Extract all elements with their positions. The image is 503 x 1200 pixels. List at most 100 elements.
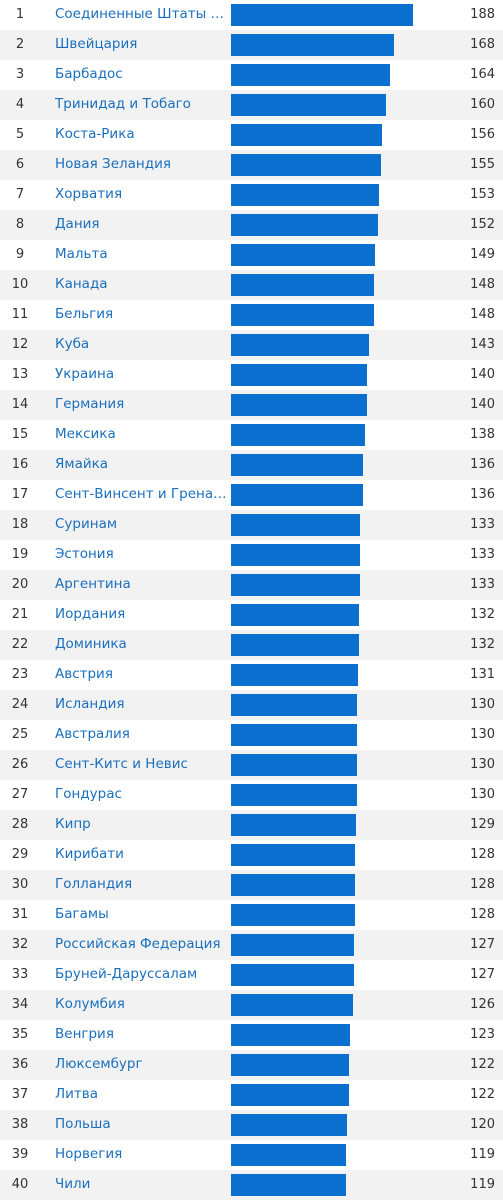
country-link[interactable]: Новая Зеландия bbox=[55, 156, 171, 172]
country-link[interactable]: Австралия bbox=[55, 726, 130, 742]
bar-mark bbox=[231, 424, 365, 446]
country-link[interactable]: Ямайка bbox=[55, 456, 109, 472]
country-link[interactable]: Эстония bbox=[55, 546, 114, 562]
bar-mark bbox=[231, 1114, 348, 1136]
rank-label: 40 bbox=[11, 1177, 29, 1192]
value-label: 164 bbox=[470, 67, 495, 82]
rank-label: 13 bbox=[11, 367, 29, 382]
table-row: 40 Чили 119 bbox=[0, 1170, 503, 1200]
bar-mark bbox=[231, 274, 375, 296]
table-row: 14 Германия 140 bbox=[0, 390, 503, 420]
value-label: 128 bbox=[470, 907, 495, 922]
country-link[interactable]: Тринидад и Тобаго bbox=[55, 96, 191, 112]
value-label: 133 bbox=[470, 547, 495, 562]
bar-mark bbox=[231, 964, 354, 986]
rank-label: 33 bbox=[11, 967, 29, 982]
country-link[interactable]: Суринам bbox=[55, 516, 118, 532]
rank-label: 22 bbox=[11, 637, 29, 652]
table-row: 39 Норвегия 119 bbox=[0, 1140, 503, 1170]
value-label: 130 bbox=[470, 787, 495, 802]
country-link[interactable]: Польша bbox=[55, 1116, 111, 1132]
country-link[interactable]: Венгрия bbox=[55, 1026, 114, 1042]
country-link[interactable]: Австрия bbox=[55, 666, 113, 682]
bar-mark bbox=[231, 454, 363, 476]
country-link[interactable]: Германия bbox=[55, 396, 125, 412]
value-label: 140 bbox=[470, 397, 495, 412]
table-row: 24 Исландия 130 bbox=[0, 690, 503, 720]
country-link[interactable]: Барбадос bbox=[55, 66, 123, 82]
country-link[interactable]: Колумбия bbox=[55, 996, 125, 1012]
value-label: 148 bbox=[470, 307, 495, 322]
table-row: 30 Голландия 128 bbox=[0, 870, 503, 900]
country-link[interactable]: Бруней-Даруссалам bbox=[55, 966, 198, 982]
table-row: 36 Люксембург 122 bbox=[0, 1050, 503, 1080]
value-label: 136 bbox=[470, 457, 495, 472]
table-row: 1 Соединенные Штаты Америки 188 bbox=[0, 0, 503, 30]
table-row: 10 Канада 148 bbox=[0, 270, 503, 300]
value-label: 133 bbox=[470, 577, 495, 592]
country-link[interactable]: Сент-Китс и Невис bbox=[55, 756, 188, 772]
country-link[interactable]: Чили bbox=[55, 1176, 91, 1192]
table-row: 27 Гондурас 130 bbox=[0, 780, 503, 810]
country-link[interactable]: Мальта bbox=[55, 246, 108, 262]
country-link[interactable]: Соединенные Штаты Америки bbox=[55, 6, 227, 22]
rank-label: 14 bbox=[11, 397, 29, 412]
country-link[interactable]: Хорватия bbox=[55, 186, 123, 202]
country-link[interactable]: Куба bbox=[55, 336, 90, 352]
table-row: 32 Российская Федерация 127 bbox=[0, 930, 503, 960]
country-link[interactable]: Украина bbox=[55, 366, 115, 382]
bar-mark bbox=[231, 364, 367, 386]
country-link[interactable]: Исландия bbox=[55, 696, 125, 712]
rank-label: 5 bbox=[15, 127, 25, 142]
value-label: 130 bbox=[470, 697, 495, 712]
country-link[interactable]: Аргентина bbox=[55, 576, 131, 592]
bar-mark bbox=[231, 544, 360, 566]
table-row: 19 Эстония 133 bbox=[0, 540, 503, 570]
value-label: 143 bbox=[470, 337, 495, 352]
country-link[interactable]: Дания bbox=[55, 216, 100, 232]
country-link[interactable]: Литва bbox=[55, 1086, 99, 1102]
country-link[interactable]: Швейцария bbox=[55, 36, 138, 52]
bar-mark bbox=[231, 1024, 351, 1046]
country-link[interactable]: Канада bbox=[55, 276, 108, 292]
rank-label: 38 bbox=[11, 1117, 29, 1132]
country-link[interactable]: Кирибати bbox=[55, 846, 124, 862]
country-link[interactable]: Доминика bbox=[55, 636, 127, 652]
country-link[interactable]: Люксембург bbox=[55, 1056, 143, 1072]
country-link[interactable]: Бельгия bbox=[55, 306, 114, 322]
bar-mark bbox=[231, 154, 382, 176]
rank-label: 36 bbox=[11, 1057, 29, 1072]
country-link[interactable]: Кипр bbox=[55, 816, 91, 832]
value-label: 156 bbox=[470, 127, 495, 142]
table-row: 37 Литва 122 bbox=[0, 1080, 503, 1110]
country-link[interactable]: Российская Федерация bbox=[55, 936, 221, 952]
value-label: 188 bbox=[470, 7, 495, 22]
country-link[interactable]: Иордания bbox=[55, 606, 126, 622]
table-row: 29 Кирибати 128 bbox=[0, 840, 503, 870]
rank-label: 12 bbox=[11, 337, 29, 352]
value-label: 153 bbox=[470, 187, 495, 202]
value-label: 127 bbox=[470, 937, 495, 952]
value-label: 132 bbox=[470, 637, 495, 652]
bar-mark bbox=[231, 124, 383, 146]
table-row: 9 Мальта 149 bbox=[0, 240, 503, 270]
rank-label: 19 bbox=[11, 547, 29, 562]
table-row: 18 Суринам 133 bbox=[0, 510, 503, 540]
country-link[interactable]: Мексика bbox=[55, 426, 116, 442]
table-row: 20 Аргентина 133 bbox=[0, 570, 503, 600]
rank-label: 21 bbox=[11, 607, 29, 622]
table-row: 35 Венгрия 123 bbox=[0, 1020, 503, 1050]
country-link[interactable]: Багамы bbox=[55, 906, 109, 922]
value-label: 152 bbox=[470, 217, 495, 232]
country-link[interactable]: Коста-Рика bbox=[55, 126, 135, 142]
value-label: 132 bbox=[470, 607, 495, 622]
country-link[interactable]: Норвегия bbox=[55, 1146, 123, 1162]
value-label: 148 bbox=[470, 277, 495, 292]
value-label: 122 bbox=[470, 1057, 495, 1072]
country-link[interactable]: Сент-Винсент и Гренадины bbox=[55, 486, 227, 502]
rank-label: 20 bbox=[11, 577, 29, 592]
country-link[interactable]: Гондурас bbox=[55, 786, 122, 802]
bar-mark bbox=[231, 394, 367, 416]
country-link[interactable]: Голландия bbox=[55, 876, 133, 892]
